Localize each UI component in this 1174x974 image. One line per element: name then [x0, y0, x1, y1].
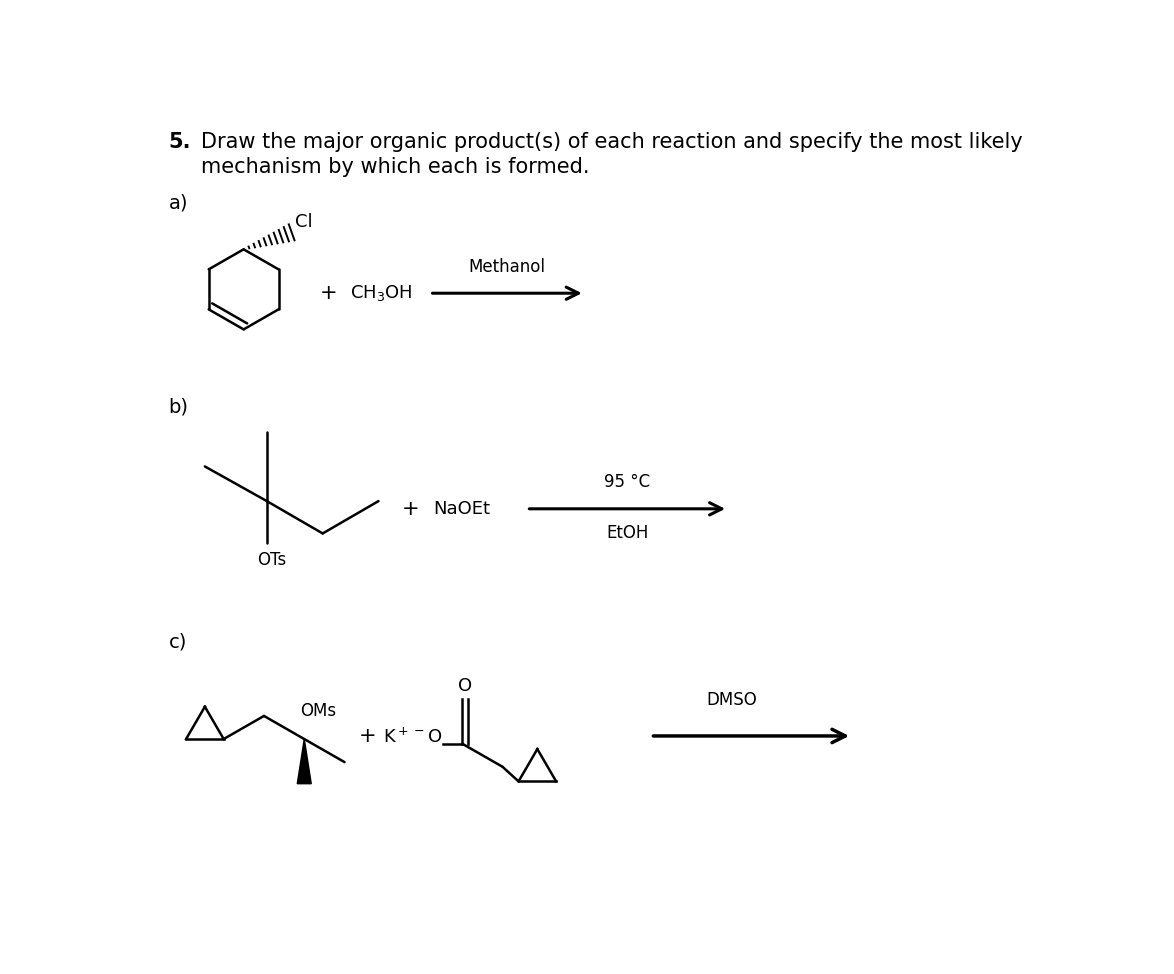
Text: OTs: OTs — [257, 551, 286, 569]
Text: a): a) — [168, 193, 188, 212]
Text: Cl: Cl — [295, 213, 312, 231]
Text: EtOH: EtOH — [606, 524, 648, 543]
Text: Draw the major organic product(s) of each reaction and specify the most likely: Draw the major organic product(s) of eac… — [201, 131, 1023, 152]
Text: NaOEt: NaOEt — [433, 500, 491, 518]
Text: c): c) — [168, 632, 187, 651]
Text: +: + — [321, 283, 338, 303]
Polygon shape — [297, 739, 311, 784]
Text: O: O — [458, 677, 472, 695]
Text: 5.: 5. — [168, 131, 191, 152]
Text: OMs: OMs — [301, 702, 337, 720]
Text: mechanism by which each is formed.: mechanism by which each is formed. — [201, 157, 589, 177]
Text: +: + — [359, 726, 377, 746]
Text: b): b) — [168, 397, 189, 416]
Text: 95 °C: 95 °C — [605, 473, 650, 491]
Text: CH$_3$OH: CH$_3$OH — [350, 283, 412, 303]
Text: DMSO: DMSO — [707, 691, 757, 709]
Text: +: + — [402, 499, 419, 519]
Text: Methanol: Methanol — [468, 258, 546, 277]
Text: K$^+$$^-$O: K$^+$$^-$O — [383, 728, 443, 747]
